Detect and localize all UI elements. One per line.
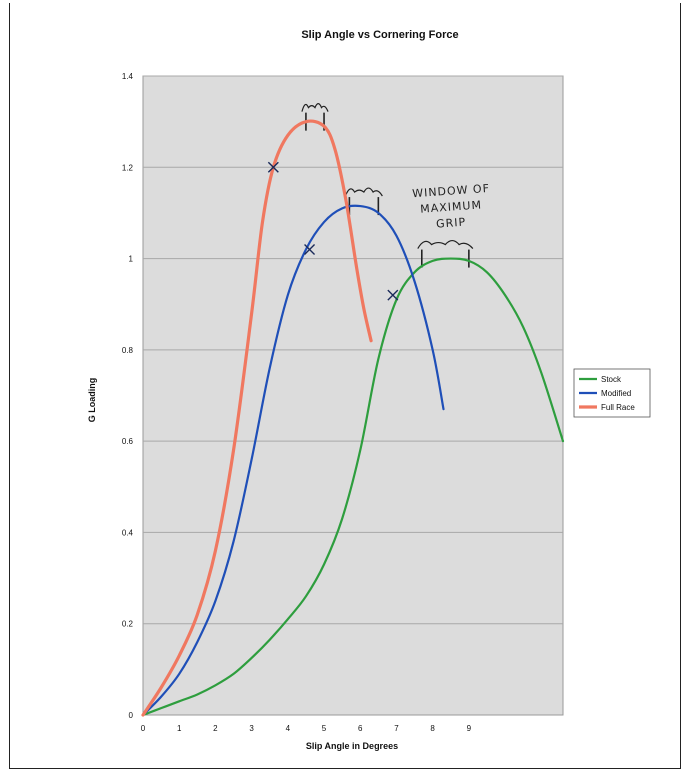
figure-frame <box>9 3 681 769</box>
x-tick-label: 3 <box>249 724 254 733</box>
y-tick-label: 0.6 <box>122 437 134 446</box>
legend-item-modified: Modified <box>579 389 631 398</box>
series-line-modified <box>141 204 445 717</box>
x-tick-label: 1 <box>177 724 182 733</box>
y-tick-label: 0.2 <box>122 620 134 629</box>
legend-label: Full Race <box>601 403 635 412</box>
y-tick-label: 0.4 <box>122 528 134 537</box>
x-tick-label: 9 <box>467 724 472 733</box>
x-axis-label: Slip Angle in Degrees <box>306 741 398 751</box>
plot-area <box>141 75 565 717</box>
legend-item-stock: Stock <box>579 375 622 384</box>
y-axis-ticks: 0 0.2 0.4 0.6 0.8 1 1.2 1.4 <box>122 72 134 720</box>
legend-label: Modified <box>601 389 631 398</box>
annotation-line: WINDOW OF <box>412 182 491 200</box>
legend: Stock Modified Full Race <box>573 368 651 418</box>
x-marker <box>267 161 279 173</box>
x-tick-label: 5 <box>322 724 327 733</box>
curly-brace <box>417 239 474 249</box>
y-tick-label: 1.4 <box>122 72 134 81</box>
series-line-stock <box>141 257 565 717</box>
annotation-line: GRIP <box>436 216 467 231</box>
x-axis-ticks: 0 1 2 3 4 5 6 7 8 9 <box>141 724 472 733</box>
x-tick-label: 6 <box>358 724 363 733</box>
y-tick-label: 1.2 <box>122 163 134 172</box>
legend-label: Stock <box>601 375 622 384</box>
x-tick-label: 4 <box>286 724 291 733</box>
annotation-line: MAXIMUM <box>420 198 483 215</box>
x-marker <box>387 289 399 301</box>
plot-background <box>142 75 564 716</box>
x-tick-label: 2 <box>213 724 218 733</box>
gridlines <box>143 75 563 625</box>
x-tick-label: 8 <box>430 724 435 733</box>
x-tick-label: 0 <box>141 724 146 733</box>
y-tick-label: 0 <box>129 711 134 720</box>
series-line-full-race <box>141 119 373 717</box>
peak-window-marker <box>417 239 474 268</box>
curly-brace <box>344 187 383 197</box>
y-axis-label: G Loading <box>87 378 97 423</box>
y-tick-label: 1 <box>129 255 134 264</box>
x-marker <box>304 243 316 255</box>
series-lines <box>141 119 565 717</box>
legend-item-full-race: Full Race <box>579 403 635 412</box>
x-tick-label: 7 <box>394 724 399 733</box>
y-tick-label: 0.8 <box>122 346 134 355</box>
curly-brace <box>301 103 329 112</box>
markers <box>267 161 399 301</box>
chart-title: Slip Angle vs Cornering Force <box>301 29 458 41</box>
